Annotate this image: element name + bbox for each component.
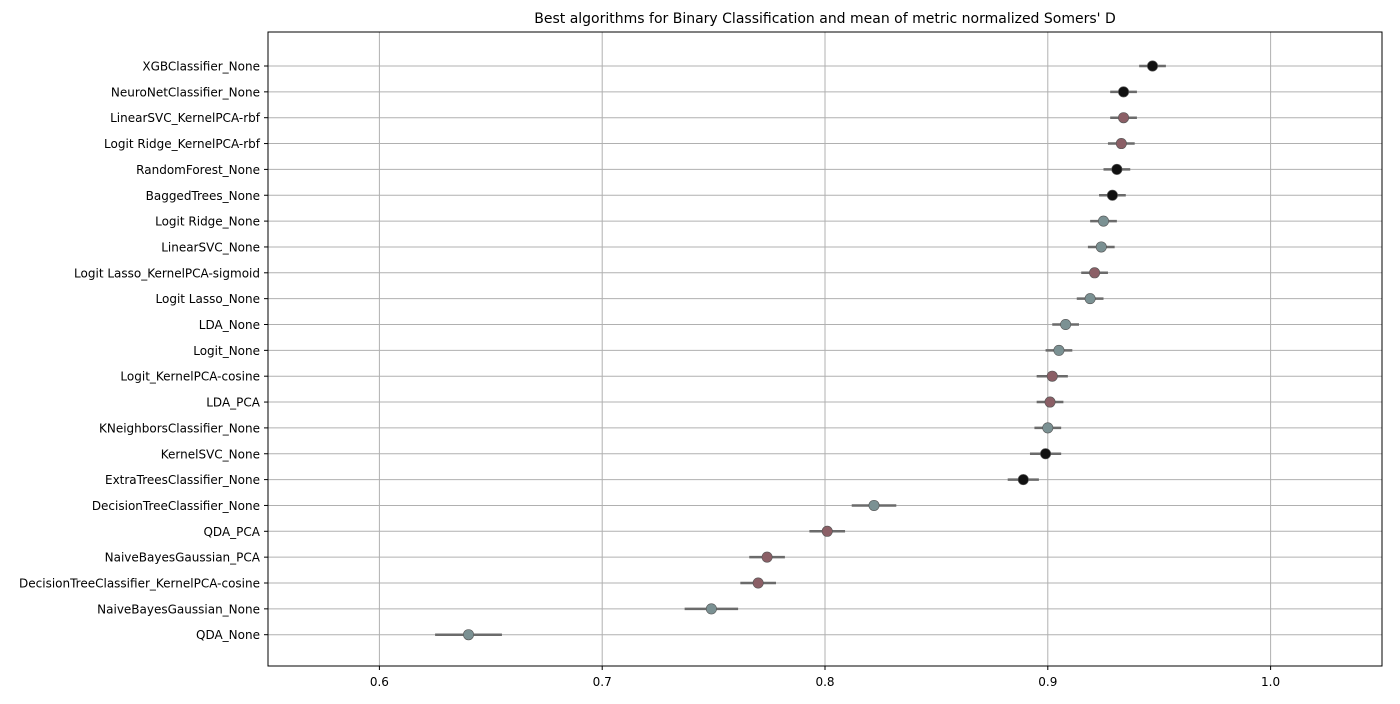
x-tick-label: 1.0 [1261, 675, 1280, 689]
plot-frame [267, 31, 1383, 667]
data-point [1060, 318, 1072, 330]
x-tick-labels: 0.6 0.7 0.8 0.9 1.0 [370, 666, 1280, 689]
data-point [1118, 86, 1130, 98]
y-tick-label: NeuroNetClassifier_None [111, 85, 260, 99]
y-tick-label: NaiveBayesGaussian_PCA [105, 551, 261, 565]
y-tick-label: BaggedTrees_None [146, 189, 260, 203]
y-tick-label: Logit Ridge_KernelPCA-rbf [104, 137, 261, 151]
y-tick-label: DecisionTreeClassifier_None [92, 499, 260, 513]
data-point [1147, 60, 1159, 72]
data-point [752, 577, 764, 589]
data-point [705, 603, 717, 615]
data-point [1089, 267, 1101, 279]
y-tick-label: NaiveBayesGaussian_None [97, 602, 260, 616]
data-point [1118, 112, 1130, 124]
y-tick-label: Logit Ridge_None [155, 215, 260, 229]
y-tick-label: QDA_PCA [203, 525, 260, 539]
grid-lines [268, 32, 1382, 666]
data-point [1111, 163, 1123, 175]
y-tick-label: LDA_None [199, 318, 260, 332]
data-point [463, 629, 475, 641]
data-point [1040, 448, 1052, 460]
x-tick-label: 0.8 [815, 675, 834, 689]
y-tick-label: ExtraTreesClassifier_None [105, 473, 260, 487]
x-tick-label: 0.9 [1038, 675, 1057, 689]
y-tick-label: KNeighborsClassifier_None [99, 421, 260, 435]
y-tick-label: Logit Lasso_KernelPCA-sigmoid [74, 266, 260, 280]
y-tick-label: QDA_None [196, 628, 260, 642]
data-points [463, 60, 1159, 641]
y-tick-label: LinearSVC_None [161, 240, 260, 254]
y-tick-label: Logit Lasso_None [156, 292, 260, 306]
y-tick-label: Logit_None [193, 344, 260, 358]
chart-title: Best algorithms for Binary Classificatio… [534, 11, 1115, 27]
y-tick-label: XGBClassifier_None [142, 60, 260, 74]
data-point [1053, 344, 1065, 356]
data-point [1095, 241, 1107, 253]
data-point [1046, 370, 1058, 382]
data-point [1098, 215, 1110, 227]
data-point [1084, 293, 1096, 305]
y-tick-label: Logit_KernelPCA-cosine [120, 370, 260, 384]
x-tick-label: 0.6 [370, 675, 389, 689]
y-tick-label: KernelSVC_None [161, 447, 260, 461]
data-point [1115, 138, 1127, 150]
data-point [1044, 396, 1056, 408]
data-point [821, 525, 833, 537]
y-tick-label: LinearSVC_KernelPCA-rbf [110, 111, 261, 125]
y-tick-label: RandomForest_None [136, 163, 260, 177]
y-tick-label: LDA_PCA [206, 396, 261, 410]
x-tick-label: 0.7 [593, 675, 612, 689]
data-point [761, 551, 773, 563]
y-tick-label: DecisionTreeClassifier_KernelPCA-cosine [19, 577, 260, 591]
data-point [1042, 422, 1054, 434]
y-tick-labels: XGBClassifier_None NeuroNetClassifier_Non… [19, 60, 268, 642]
data-point [1106, 189, 1118, 201]
data-point [1017, 474, 1029, 486]
data-point [868, 499, 880, 511]
